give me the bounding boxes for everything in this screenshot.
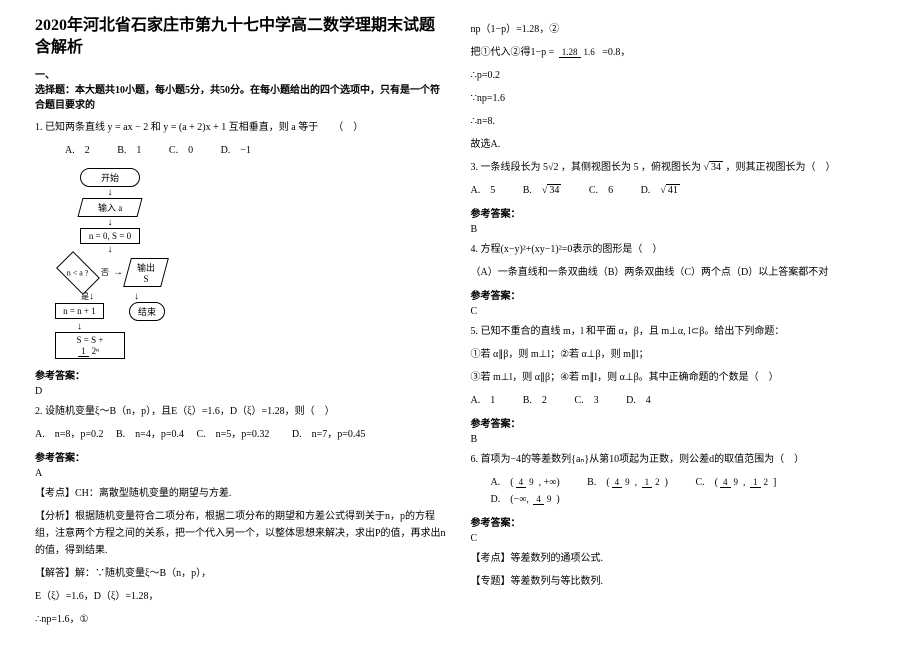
q2-solve2: E（ξ）=1.6，D（ξ）=1.28， (35, 588, 450, 605)
flow-end: 结束 (129, 302, 165, 321)
q1-ans: D (35, 386, 450, 397)
col2-l5: ∴n=8. (471, 113, 886, 130)
question-1: 1. 已知两条直线 y = ax − 2 和 y = (a + 2)x + 1 … (35, 119, 450, 136)
col2-l3: ∴p=0.2 (471, 67, 886, 84)
q6-topic: 【专题】等差数列与等比数列. (471, 573, 886, 590)
q3-ans-label: 参考答案： (471, 205, 886, 220)
q6-ans: C (471, 533, 886, 544)
q3-ans: B (471, 224, 886, 235)
flow-output: 输出 S (123, 258, 169, 287)
col2-l2: 把①代入②得1−p = 1.281.6 =0.8， (471, 44, 886, 61)
q4-ans: C (471, 306, 886, 317)
question-2: 2. 设随机变量ξ～B（n，p），且E（ξ）=1.6，D（ξ）=1.28，则（ … (35, 403, 450, 420)
q2-ans: A (35, 468, 450, 479)
q2-solve: 【解答】解：∵随机变量ξ～B（n，p）， (35, 565, 450, 582)
flow-init: n = 0, S = 0 (80, 228, 140, 244)
col2-l6: 故选A. (471, 136, 886, 153)
q1-ans-label: 参考答案： (35, 367, 450, 382)
col2-l1: np（1−p）=1.28，② (471, 21, 886, 38)
right-column: np（1−p）=1.28，② 把①代入②得1−p = 1.281.6 =0.8，… (461, 15, 896, 636)
q4-options: （A）一条直线和一条双曲线（B）两条双曲线（C）两个点（D）以上答案都不对 (471, 264, 886, 281)
q4-ans-label: 参考答案： (471, 287, 886, 302)
q2-options: A. n=8，p=0.2 B. n=4，p=0.4 C. n=5，p=0.32 … (35, 426, 450, 443)
question-3: 3. 一条线段长为 5√2 ，其侧视图长为 5 ，俯视图长为 √3434 ，则其… (471, 159, 886, 176)
q3-options: A. 5 B. 34 C. 6 D. 41 (471, 182, 886, 199)
q2-ans-label: 参考答案： (35, 449, 450, 464)
q1-opt-c: C. 0 (169, 142, 193, 160)
q1-options: A. 2 B. 1 C. 0 D. −1 (65, 142, 450, 160)
q5-line2: ③若 m⊥l，则 α∥β；④若 m∥l，则 α⊥β。其中正确命题的个数是（ ） (471, 369, 886, 386)
q5-options: A. 1 B. 2 C. 3 D. 4 (471, 392, 886, 409)
q5-line1: ①若 α∥β，则 m⊥l；②若 α⊥β，则 m∥l； (471, 346, 886, 363)
q1-opt-b: B. 1 (117, 142, 141, 160)
question-5: 5. 已知不重合的直线 m，l 和平面 α，β，且 m⊥α, l⊂β。给出下列命… (471, 323, 886, 340)
q1-opt-a: A. 2 (65, 142, 90, 160)
flow-step1: n = n + 1 (55, 303, 104, 319)
flowchart: 开始 ↓ 输入 a ↓ n = 0, S = 0 ↓ n < a ? 否→ 输出… (55, 168, 165, 359)
left-column: 2020年河北省石家庄市第九十七中学高二数学理期末试题含解析 一、 选择题：本大… (25, 15, 461, 636)
q2-point: 【考点】CH：离散型随机变量的期望与方差. (35, 485, 450, 502)
q6-point: 【考点】等差数列的通项公式. (471, 550, 886, 567)
flow-input: 输入 a (77, 198, 142, 217)
col2-l4: ∵np=1.6 (471, 90, 886, 107)
flow-step2: S = S + 12ⁿ (55, 332, 125, 359)
q6-ans-label: 参考答案： (471, 514, 886, 529)
q5-ans-label: 参考答案： (471, 415, 886, 430)
section-1-label: 一、 选择题：本大题共10小题，每小题5分，共50分。在每小题给出的四个选项中，… (35, 68, 450, 113)
question-4: 4. 方程(x−y)²+(xy−1)²=0表示的图形是（ ） (471, 241, 886, 258)
question-6: 6. 首项为−4的等差数列{aₙ}从第10项起为正数，则公差d的取值范围为（ ） (471, 451, 886, 468)
flow-start: 开始 (80, 168, 140, 187)
q6-options: A. (49, +∞) B. (49, 12) C. (49, 12] D. (… (491, 474, 886, 508)
q5-ans: B (471, 434, 886, 445)
doc-title: 2020年河北省石家庄市第九十七中学高二数学理期末试题含解析 (35, 15, 450, 60)
q1-opt-d: D. −1 (221, 142, 251, 160)
flow-cond: n < a ? (56, 251, 100, 295)
q2-solve3: ∴np=1.6，① (35, 611, 450, 628)
q2-analysis: 【分析】根据随机变量符合二项分布，根据二项分布的期望和方差公式得到关于n，p的方… (35, 508, 450, 559)
